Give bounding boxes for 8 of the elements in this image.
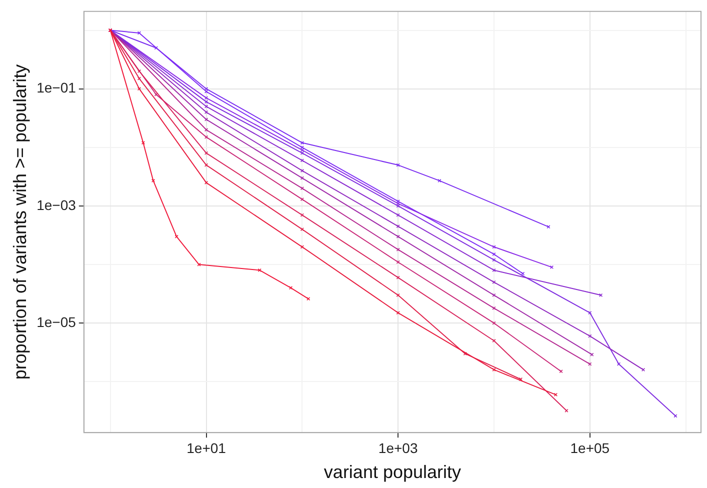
y-axis-title: proportion of variants with >= popularity [10,64,30,380]
x-tick-label: 1e+01 [186,440,226,456]
x-axis-title: variant popularity [324,462,461,482]
y-tick-label: 1e−05 [36,314,76,330]
x-tick-label: 1e+05 [570,440,610,456]
y-tick-label: 1e−01 [36,80,76,96]
x-tick-label: 1e+03 [378,440,418,456]
y-tick-label: 1e−03 [36,196,76,213]
